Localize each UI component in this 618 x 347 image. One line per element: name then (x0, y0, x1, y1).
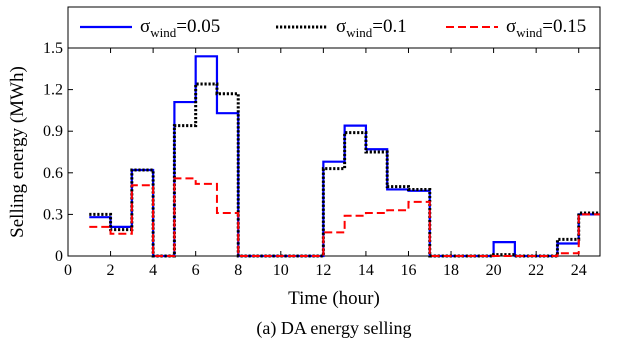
x-tick-label: 24 (571, 262, 587, 279)
x-tick-label: 18 (443, 262, 459, 279)
legend-subscript: wind (516, 25, 543, 40)
y-tick-label: 0.3 (43, 206, 63, 223)
y-tick-label: 0.9 (43, 123, 63, 140)
x-tick-label: 4 (149, 262, 157, 279)
y-tick-label: 1.2 (43, 82, 63, 99)
legend-subscript: wind (346, 25, 373, 40)
legend-sigma: σ (336, 16, 346, 37)
x-tick-label: 16 (400, 262, 416, 279)
y-tick-label: 1.5 (43, 40, 63, 57)
x-tick-label: 12 (315, 262, 331, 279)
legend-value: =0.05 (176, 16, 220, 37)
y-tick-label: 0.6 (43, 165, 63, 182)
legend-label-2: σwind=0.15 (506, 16, 586, 40)
x-tick-label: 20 (486, 262, 502, 279)
x-tick-label: 6 (192, 262, 200, 279)
legend-label-1: σwind=0.1 (336, 16, 407, 40)
series-layer (89, 55, 600, 258)
x-tick-label: 0 (64, 262, 72, 279)
legend-sigma: σ (140, 16, 150, 37)
x-tick-label: 14 (358, 262, 374, 279)
x-tick-label: 10 (273, 262, 289, 279)
series-line-1 (89, 82, 600, 258)
legend-sigma: σ (506, 16, 516, 37)
y-axis-title: Selling energy (MWh) (7, 66, 28, 238)
series-line-2 (89, 177, 600, 257)
legend-value: =0.1 (372, 16, 406, 37)
y-tick-label: 0 (55, 248, 63, 265)
legend-subscript: wind (150, 25, 177, 40)
plot-frame (67, 47, 601, 257)
x-tick-label: 2 (107, 262, 115, 279)
legend-value: =0.15 (542, 16, 586, 37)
legend: σwind=0.05 σwind=0.1 σwind=0.15 (80, 16, 586, 40)
legend-box (67, 6, 601, 49)
x-tick-label: 8 (234, 262, 242, 279)
x-tick-label: 22 (528, 262, 544, 279)
figure-caption: (a) DA energy selling (256, 318, 411, 339)
x-axis-title: Time (hour) (288, 288, 380, 309)
legend-label-0: σwind=0.05 (140, 16, 220, 40)
